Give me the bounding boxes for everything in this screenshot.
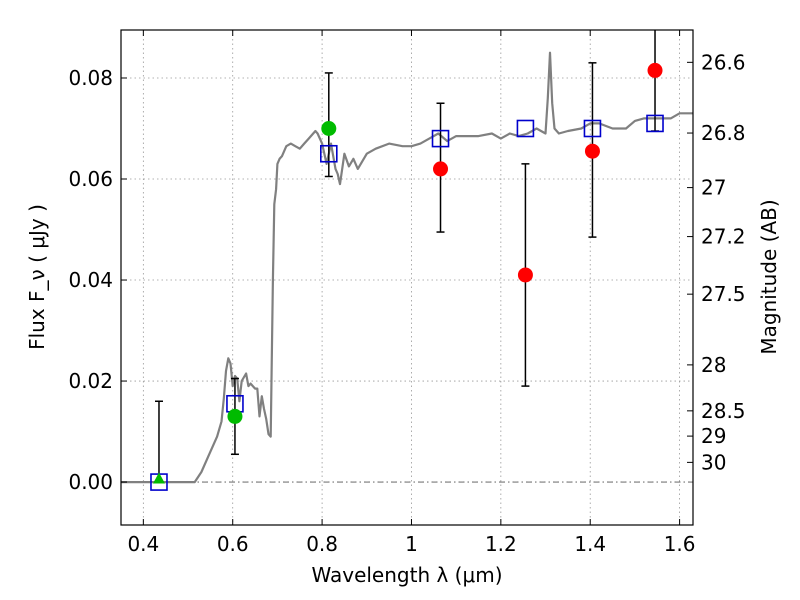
x-tick-label: 1 [405, 532, 418, 556]
y2-tick-label: 27.2 [701, 225, 746, 249]
y-axis-title: Flux F_ν ( μJy ) [25, 204, 49, 350]
x-tick-label: 1.6 [664, 532, 696, 556]
axis-ticks: 0.4 0.6 0.8 1 1.2 1.4 1.6 0.00 0.02 0.04 0.06 0.08 2… [68, 30, 746, 556]
y-tick-label: 0.06 [68, 167, 113, 191]
y2-axis-title: Magnitude (AB) [757, 199, 781, 354]
y2-tick-label: 26.6 [701, 50, 746, 74]
measurement-point [647, 62, 663, 78]
model-photometry-square [583, 119, 602, 138]
measurement-point [433, 161, 449, 177]
y-tick-label: 0.02 [68, 369, 113, 393]
axis-titles: Wavelength λ (μm) Flux F_ν ( μJy ) Magnitu… [25, 199, 781, 587]
y-tick-label: 0.04 [68, 268, 113, 292]
y-tick-label: 0.08 [68, 66, 113, 90]
upper-limit-triangle [152, 472, 165, 484]
plot-frame [120, 29, 694, 526]
x-axis-title: Wavelength λ (μm) [311, 563, 502, 587]
x-tick-label: 0.6 [217, 532, 249, 556]
model-photometry-square [646, 114, 664, 133]
y-tick-label: 0.00 [68, 470, 113, 494]
y2-tick-label: 30 [701, 450, 726, 474]
measurement-point [584, 143, 600, 159]
model-photometry-square [319, 144, 338, 163]
model-spectrum-line [121, 51, 693, 484]
x-tick-label: 0.4 [127, 532, 159, 556]
y2-tick-label: 27.5 [701, 282, 746, 306]
x-tick-label: 0.8 [306, 532, 338, 556]
plot-area [121, 30, 693, 491]
x-tick-label: 1.2 [485, 532, 517, 556]
detection-point [321, 120, 337, 136]
measurement-point [517, 267, 533, 283]
y2-tick-label: 29 [701, 424, 726, 448]
x-tick-label: 1.4 [574, 532, 606, 556]
y2-tick-label: 27 [701, 176, 726, 200]
detection-point [227, 408, 243, 424]
y2-tick-label: 28.5 [701, 399, 746, 423]
model-photometry-square [516, 119, 535, 138]
y2-tick-label: 26.8 [701, 121, 746, 145]
model-photometry-square [431, 129, 450, 148]
y2-tick-label: 28 [701, 353, 726, 377]
